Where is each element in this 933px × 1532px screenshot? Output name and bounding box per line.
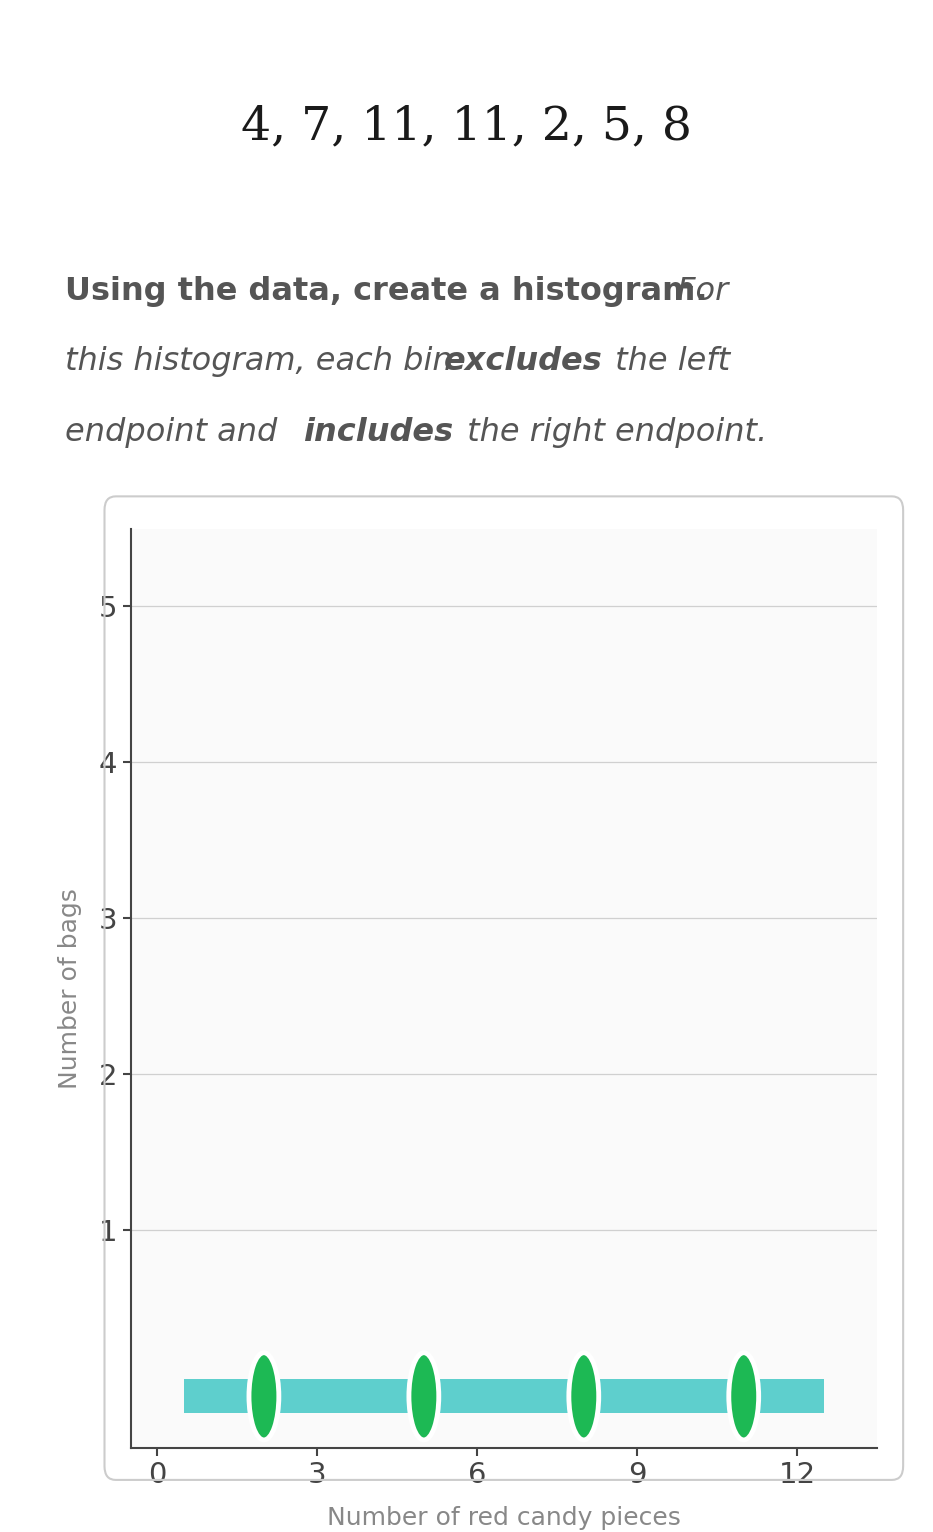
Circle shape bbox=[729, 1353, 759, 1440]
Text: 4, 7, 11, 11, 2, 5, 8: 4, 7, 11, 11, 2, 5, 8 bbox=[241, 104, 692, 150]
Text: this histogram, each bin: this histogram, each bin bbox=[65, 346, 463, 377]
X-axis label: Number of red candy pieces: Number of red candy pieces bbox=[327, 1506, 681, 1529]
Circle shape bbox=[409, 1353, 439, 1440]
Text: endpoint and: endpoint and bbox=[65, 417, 287, 447]
Text: excludes: excludes bbox=[444, 346, 603, 377]
Circle shape bbox=[569, 1353, 599, 1440]
Text: Using the data, create a histogram.: Using the data, create a histogram. bbox=[65, 276, 708, 306]
Text: includes: includes bbox=[303, 417, 453, 447]
Y-axis label: Number of bags: Number of bags bbox=[58, 887, 82, 1089]
Text: the right endpoint.: the right endpoint. bbox=[457, 417, 767, 447]
Bar bbox=[184, 1379, 824, 1414]
Circle shape bbox=[249, 1353, 279, 1440]
Text: the left: the left bbox=[605, 346, 730, 377]
Text: For: For bbox=[667, 276, 729, 306]
